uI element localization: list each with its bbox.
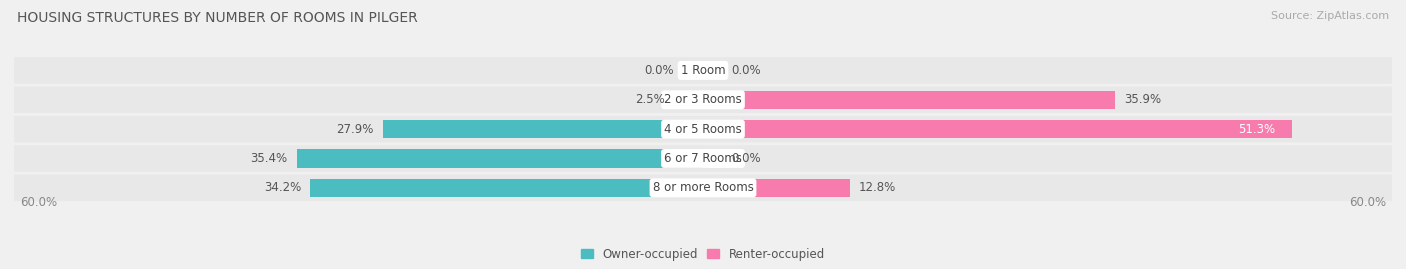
Text: 34.2%: 34.2%: [264, 181, 301, 194]
Text: 6 or 7 Rooms: 6 or 7 Rooms: [664, 152, 742, 165]
FancyBboxPatch shape: [14, 116, 1392, 142]
Bar: [382, 120, 703, 138]
Legend: Owner-occupied, Renter-occupied: Owner-occupied, Renter-occupied: [576, 243, 830, 265]
Text: 60.0%: 60.0%: [20, 196, 56, 209]
Text: 12.8%: 12.8%: [859, 181, 897, 194]
Text: 2.5%: 2.5%: [636, 93, 665, 106]
FancyBboxPatch shape: [14, 175, 1392, 201]
FancyBboxPatch shape: [14, 57, 1392, 84]
Text: HOUSING STRUCTURES BY NUMBER OF ROOMS IN PILGER: HOUSING STRUCTURES BY NUMBER OF ROOMS IN…: [17, 11, 418, 25]
Text: 4 or 5 Rooms: 4 or 5 Rooms: [664, 123, 742, 136]
Text: 0.0%: 0.0%: [645, 64, 675, 77]
Text: 0.0%: 0.0%: [731, 64, 761, 77]
Bar: [703, 179, 851, 197]
Bar: [703, 91, 1115, 109]
Text: 35.9%: 35.9%: [1125, 93, 1161, 106]
Bar: [703, 120, 1292, 138]
Text: 8 or more Rooms: 8 or more Rooms: [652, 181, 754, 194]
FancyBboxPatch shape: [14, 145, 1392, 172]
Bar: [675, 91, 703, 109]
Text: 1 Room: 1 Room: [681, 64, 725, 77]
Text: 51.3%: 51.3%: [1237, 123, 1275, 136]
Text: 35.4%: 35.4%: [250, 152, 287, 165]
Text: 0.0%: 0.0%: [731, 152, 761, 165]
Text: Source: ZipAtlas.com: Source: ZipAtlas.com: [1271, 11, 1389, 21]
FancyBboxPatch shape: [14, 87, 1392, 113]
Text: 2 or 3 Rooms: 2 or 3 Rooms: [664, 93, 742, 106]
Bar: [311, 179, 703, 197]
Bar: [297, 149, 703, 168]
Text: 27.9%: 27.9%: [336, 123, 374, 136]
Text: 60.0%: 60.0%: [1350, 196, 1386, 209]
